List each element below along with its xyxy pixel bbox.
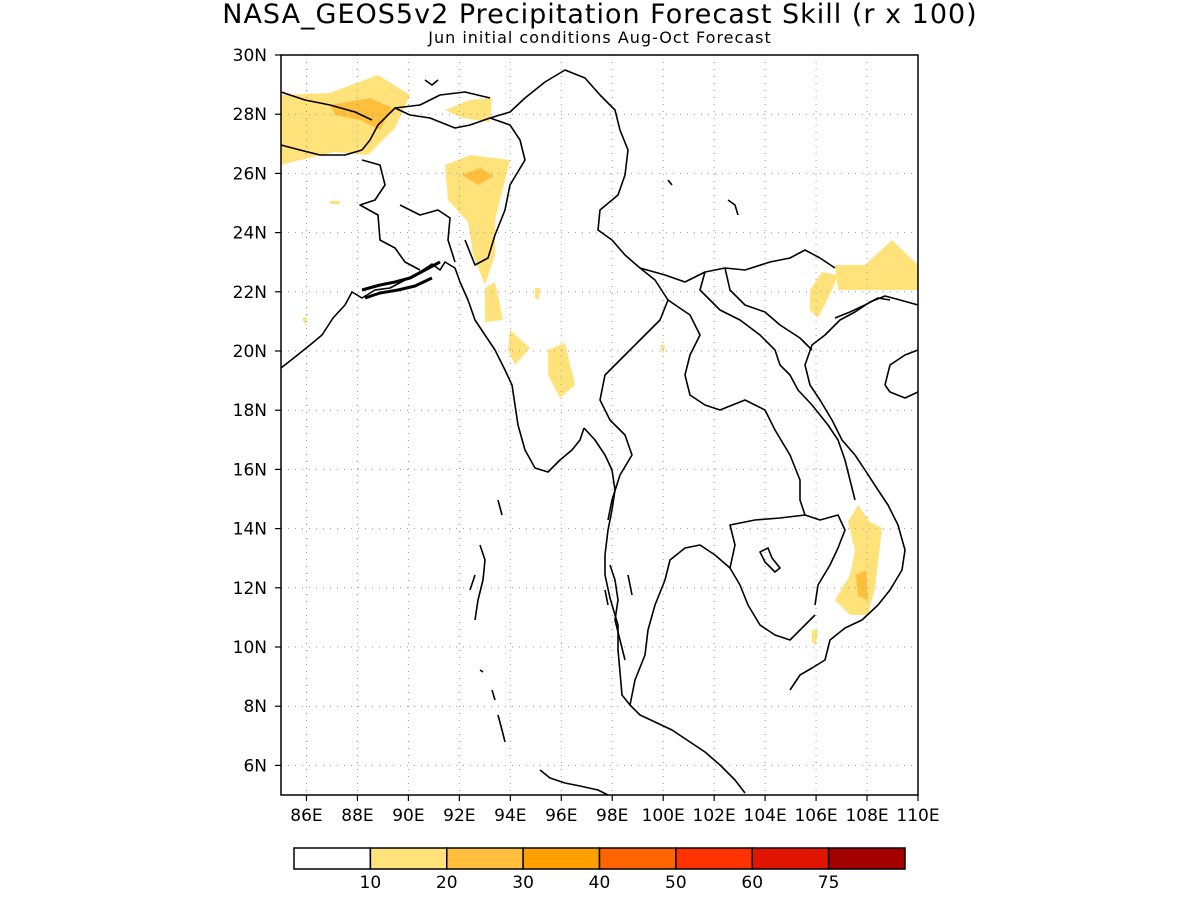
axis-ticks <box>275 54 919 801</box>
lat-tick-label: 10N <box>233 638 267 658</box>
skill-region-dot-b <box>660 345 665 355</box>
lon-tick-label: 102E <box>693 806 736 826</box>
lon-tick-label: 92E <box>443 806 475 826</box>
skill-region-guangxi <box>835 240 918 290</box>
lon-tick-label: 86E <box>290 806 322 826</box>
lon-tick-label: 106E <box>794 806 837 826</box>
lat-tick-label: 8N <box>243 697 267 717</box>
border-thailand-laos <box>667 299 806 516</box>
border-laos-vietnam <box>699 267 856 501</box>
andaman-islands <box>469 499 503 621</box>
lat-tick-label: 14N <box>233 520 267 540</box>
border-cambodia-vietnam <box>804 514 846 606</box>
skill-region-sagaing <box>485 282 503 322</box>
colorbar-swatch <box>522 847 601 870</box>
lat-tick-label: 24N <box>233 224 267 244</box>
lat-tick-label: 30N <box>233 46 267 66</box>
colorbar: 10 20 30 40 50 60 75 <box>293 847 906 893</box>
coastline-gulf-of-thailand <box>629 544 816 706</box>
coastline-india-bangladesh <box>280 261 585 473</box>
colorbar-label: 60 <box>741 873 763 893</box>
skill-region-central-vietnam-core <box>856 570 868 600</box>
colorbar-label: 10 <box>360 873 382 893</box>
skill-region-himalaya <box>281 75 410 165</box>
skill-region-mekong-dot <box>812 630 818 645</box>
skill-region-tonkin <box>810 272 838 318</box>
colorbar-swatch <box>675 847 753 870</box>
coast-ganges-delta <box>361 260 441 300</box>
colorbar-swatch <box>598 847 677 870</box>
coastlines-and-borders <box>280 69 919 796</box>
grid-lines <box>281 55 918 795</box>
colorbar-label: 30 <box>512 873 534 893</box>
lon-tick-label: 100E <box>642 806 685 826</box>
lon-tick-label: 88E <box>341 806 373 826</box>
border-myanmar-thailand <box>599 267 669 521</box>
lat-tick-label: 28N <box>233 105 267 125</box>
skill-region-chin <box>508 330 530 365</box>
mergui-archipelago <box>604 564 633 661</box>
border-india-myanmar <box>464 117 526 266</box>
colorbar-label: 50 <box>665 873 687 893</box>
lat-tick-label: 12N <box>233 579 267 599</box>
skill-region-dot-a <box>535 288 540 300</box>
nicobar-islands <box>479 669 506 743</box>
skill-region-nagaland <box>445 155 510 285</box>
lat-tick-label: 18N <box>233 401 267 421</box>
border-nepal-south <box>280 144 363 156</box>
coastline-vietnam <box>789 295 919 691</box>
colorbar-swatch <box>369 847 448 870</box>
map-frame <box>280 54 919 796</box>
border-india-northeast <box>394 91 491 109</box>
border-china-myanmar <box>489 69 641 269</box>
lat-tick-label: 16N <box>233 460 267 480</box>
lon-tick-label: 94E <box>494 806 526 826</box>
border-sikkim-bhutan <box>361 107 491 151</box>
skill-region-nagaland-core <box>462 168 494 185</box>
colorbar-label: 40 <box>589 873 611 893</box>
lon-tick-label: 98E <box>596 806 628 826</box>
lat-tick-label: 26N <box>233 164 267 184</box>
lat-tick-label: 20N <box>233 342 267 362</box>
skill-region-dot-d <box>330 201 340 204</box>
lon-tick-label: 90E <box>392 806 424 826</box>
skill-region-central-vietnam <box>835 505 882 615</box>
lon-tick-label: 110E <box>896 806 939 826</box>
coastline-andaman-sea-east <box>583 427 746 794</box>
colorbar-swatch <box>293 847 372 870</box>
lat-tick-label: 22N <box>233 283 267 303</box>
tonle-sap-lake <box>759 547 781 573</box>
colorbar-label: 20 <box>436 873 458 893</box>
coastline-hainan <box>884 349 919 399</box>
longitude-labels: 86E 88E 90E 92E 94E 96E 98E 100E 102E 104E 106E 108… <box>290 806 939 826</box>
map-subtitle: Jun initial conditions Aug-Oct Forecast <box>428 28 772 47</box>
border-myanmar-laos <box>639 249 836 283</box>
lat-tick-label: 6N <box>243 756 267 776</box>
skill-region-bhutan <box>445 98 492 122</box>
coast-islands-east <box>424 79 739 216</box>
lon-tick-label: 104E <box>744 806 787 826</box>
lon-tick-label: 108E <box>845 806 888 826</box>
lon-tick-label: 96E <box>545 806 577 826</box>
coastline-malay-peninsula <box>539 769 609 796</box>
map-title: NASA_GEOS5v2 Precipitation Forecast Skil… <box>222 0 978 30</box>
border-nepal-india <box>280 91 373 121</box>
colorbar-swatch <box>446 847 524 870</box>
border-bangladesh <box>359 159 456 271</box>
colorbar-swatch <box>751 847 830 870</box>
colorbar-swatch <box>827 847 906 870</box>
latitude-labels: 6N 8N 10N 12N 14N 16N 18N 20N 22N 24N 26N 28N 30N <box>233 46 267 776</box>
skill-shading <box>281 75 918 645</box>
coastline-china-south <box>834 297 891 319</box>
colorbar-label: 75 <box>818 873 840 893</box>
border-thailand-cambodia <box>729 514 806 569</box>
skill-region-dot-c <box>302 318 307 325</box>
